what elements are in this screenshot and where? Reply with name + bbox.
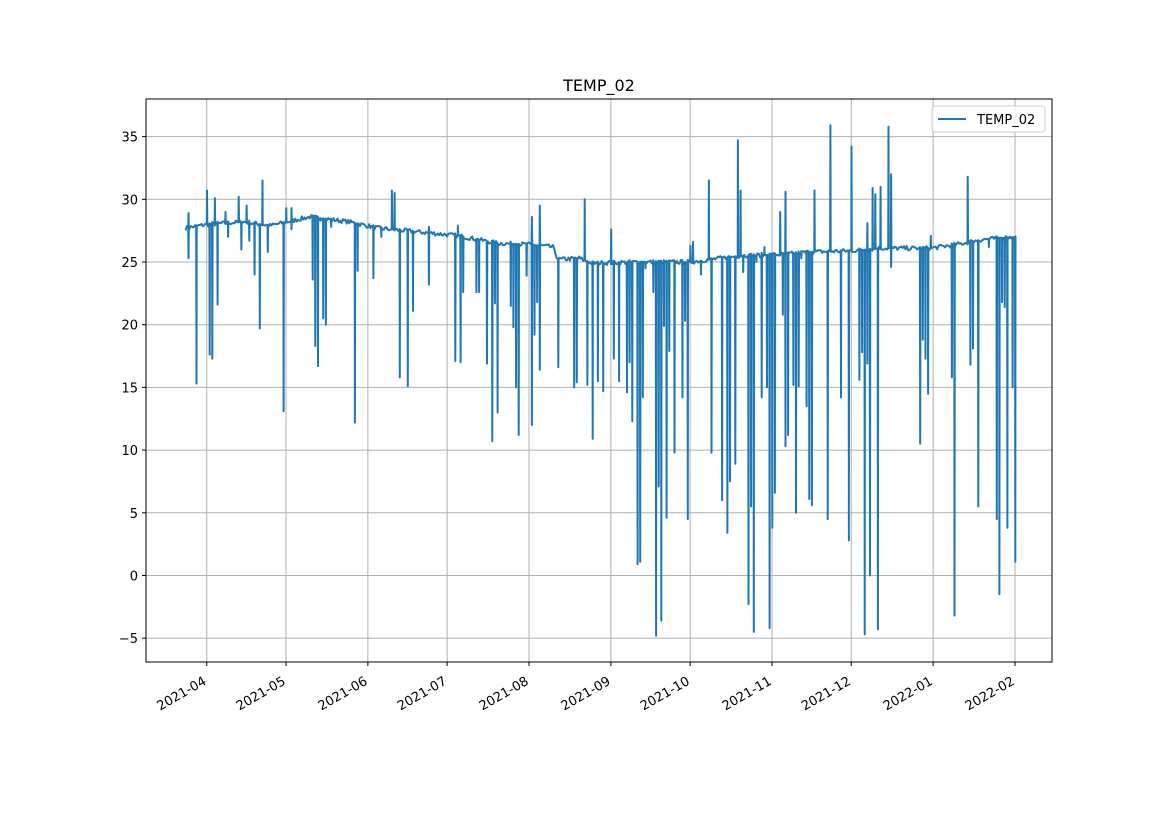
y-tick-label: 0: [130, 569, 138, 584]
y-axis: −5 0 5 10 15 20 25 30 35: [119, 131, 146, 647]
x-tick-label: 2021-10: [638, 674, 693, 714]
y-tick-label: 30: [121, 193, 138, 208]
y-tick-label: 5: [130, 507, 138, 522]
legend: TEMP_02: [931, 105, 1046, 133]
x-tick-label: 2021-11: [720, 674, 775, 714]
y-tick-label: 20: [121, 319, 138, 334]
x-tick-label: 2021-05: [234, 674, 289, 714]
y-tick-label: 15: [121, 381, 138, 396]
y-tick-label: 10: [121, 444, 138, 459]
grid: [146, 99, 1052, 662]
x-tick-label: 2021-07: [395, 674, 450, 714]
x-axis: 2021-04 2021-05 2021-06 2021-07 2021-08 2021-…: [155, 662, 1018, 714]
x-tick-label: 2022-02: [963, 674, 1018, 714]
x-tick-label: 2021-09: [559, 674, 614, 714]
x-tick-label: 2021-08: [477, 674, 532, 714]
x-tick-label: 2021-04: [155, 674, 210, 714]
plot-frame: [145, 98, 1053, 663]
y-tick-label: 35: [121, 131, 138, 146]
y-tick-label: −5: [119, 632, 138, 647]
legend-label-temp-02: TEMP_02: [976, 113, 1035, 128]
plot-area: [184, 124, 1017, 637]
legend-box: [931, 105, 1046, 133]
x-tick-label: 2021-06: [316, 674, 371, 714]
y-tick-label: 25: [121, 256, 138, 271]
x-tick-label: 2021-12: [799, 674, 854, 714]
chart-title: TEMP_02: [562, 76, 635, 96]
x-tick-label: 2022-01: [881, 674, 936, 714]
series-line-temp-02: [184, 124, 1017, 637]
